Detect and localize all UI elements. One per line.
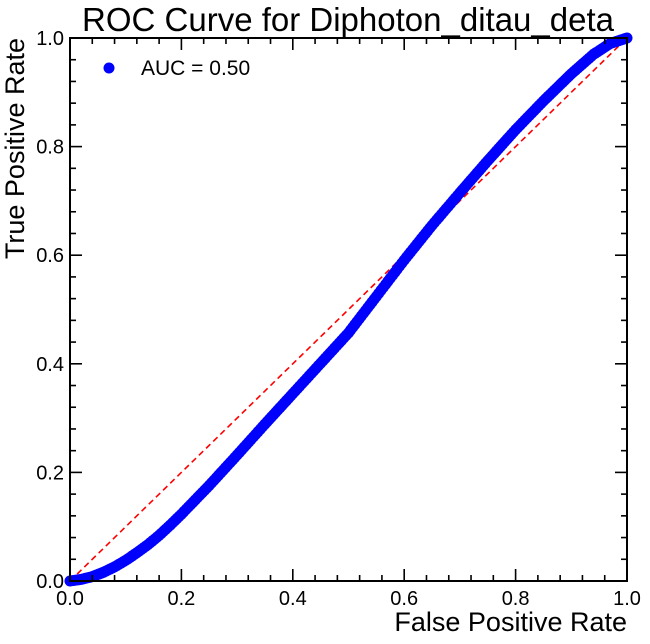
legend: AUC = 0.50 xyxy=(103,57,250,80)
y-tick-label: 0.2 xyxy=(36,462,64,484)
legend-marker xyxy=(103,62,115,74)
plot-area xyxy=(64,32,633,587)
x-tick-label: 0.4 xyxy=(279,588,307,610)
y-tick-label: 0.8 xyxy=(36,137,64,159)
x-tick-label: 0.6 xyxy=(390,588,418,610)
y-tick-label: 0.4 xyxy=(36,354,64,376)
legend-label: AUC = 0.50 xyxy=(141,57,250,80)
y-axis-title: True Positive Rate xyxy=(0,38,30,259)
chart-title: ROC Curve for Diphoton_ditau_deta xyxy=(82,1,615,38)
x-tick-label: 0.2 xyxy=(167,588,195,610)
plot-frame xyxy=(69,37,628,582)
x-tick-label: 0.8 xyxy=(502,588,530,610)
y-tick-label: 0.6 xyxy=(36,245,64,267)
x-tick-label: 0.0 xyxy=(56,588,84,610)
x-tick-label: 1.0 xyxy=(613,588,641,610)
y-tick-label: 0.0 xyxy=(36,571,64,593)
x-axis-title: False Positive Rate xyxy=(394,607,627,637)
y-tick-label: 1.0 xyxy=(36,28,64,50)
reference-diagonal-line xyxy=(69,37,628,582)
tick-labels: 0.0 0.2 0.4 0.6 0.8 1.0 0.0 0.2 0.4 0.6 0.8 1.0 xyxy=(36,28,641,610)
